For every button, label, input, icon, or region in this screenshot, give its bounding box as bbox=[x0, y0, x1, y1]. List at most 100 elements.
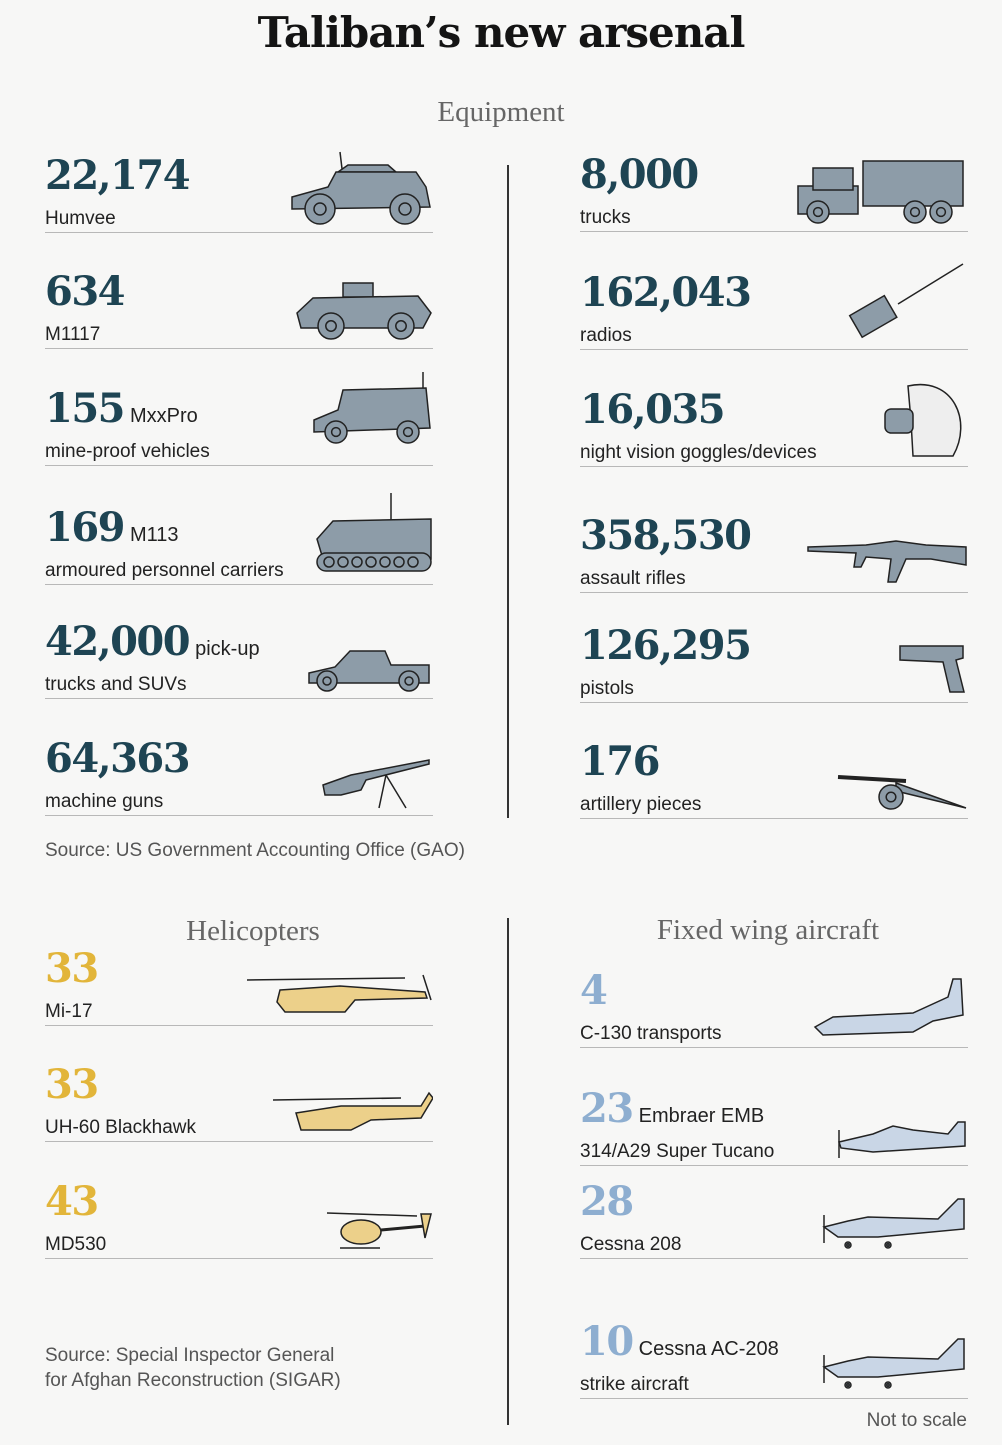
item-count: 4 bbox=[580, 968, 608, 1014]
mi17-helicopter-icon bbox=[245, 970, 433, 1025]
item-rule bbox=[580, 817, 968, 819]
sigar-source-line1: Source: Special Inspector General bbox=[45, 1345, 335, 1366]
page-title: Taliban’s new arsenal bbox=[257, 8, 746, 57]
item-rule bbox=[580, 1397, 968, 1399]
item-rule bbox=[45, 464, 433, 466]
item-count: 8,000 bbox=[580, 151, 699, 198]
list-item: 155 MxxPro mine-proof vehicles bbox=[45, 372, 433, 466]
item-count: 634 bbox=[45, 269, 126, 315]
list-item: 42,000 pick-up trucks and SUVs bbox=[45, 619, 433, 699]
list-item: 16,035 night vision goggles/devices bbox=[580, 383, 968, 467]
count-value: 43 bbox=[45, 1178, 99, 1225]
list-item: 634 M1117 bbox=[45, 269, 433, 349]
count-value: 28 bbox=[580, 1178, 634, 1225]
item-label: strike aircraft bbox=[580, 1374, 689, 1395]
pistol-icon bbox=[898, 642, 968, 702]
list-item: 64,363 machine guns bbox=[45, 736, 433, 816]
item-count: 43 bbox=[45, 1178, 99, 1225]
list-item: 43 MD530 bbox=[45, 1179, 433, 1259]
item-count: 28 bbox=[580, 1178, 634, 1225]
equipment-heading: Equipment bbox=[437, 96, 565, 128]
item-rule bbox=[45, 583, 433, 585]
item-count: 33 bbox=[45, 945, 99, 992]
list-item: 176 artillery pieces bbox=[580, 739, 968, 819]
count-value: 10 bbox=[580, 1318, 634, 1365]
list-item: 33 Mi-17 bbox=[45, 946, 433, 1026]
item-count: 33 bbox=[45, 1062, 99, 1108]
assault-rifle-icon bbox=[806, 537, 968, 592]
list-item: 10 Cessna AC-208 strike aircraft bbox=[580, 1319, 968, 1399]
count-value: 23 bbox=[580, 1085, 634, 1132]
count-value: 42,000 bbox=[45, 618, 191, 665]
item-label: Mi-17 bbox=[45, 1001, 93, 1022]
count-suffix: pick-up bbox=[195, 638, 260, 660]
item-label: 314/A29 Super Tucano bbox=[580, 1141, 775, 1162]
list-item: 4 C-130 transports bbox=[580, 968, 968, 1048]
armoured-car-icon bbox=[293, 278, 433, 348]
count-value: 176 bbox=[580, 738, 661, 785]
item-rule bbox=[580, 1257, 968, 1259]
list-item: 169 M113 armoured personnel carriers bbox=[45, 493, 433, 585]
item-rule bbox=[580, 591, 968, 593]
item-rule bbox=[580, 230, 968, 232]
item-rule bbox=[580, 465, 968, 467]
list-item: 33 UH-60 Blackhawk bbox=[45, 1062, 434, 1142]
count-value: 126,295 bbox=[580, 622, 752, 669]
sigar-source-line2: for Afghan Reconstruction (SIGAR) bbox=[45, 1370, 341, 1391]
count-suffix: M113 bbox=[130, 524, 179, 546]
item-count: 155 MxxPro bbox=[45, 386, 198, 439]
item-count: 176 bbox=[580, 738, 661, 785]
count-value: 169 bbox=[45, 504, 126, 551]
item-rule bbox=[45, 1024, 433, 1026]
humvee-icon bbox=[288, 147, 433, 232]
item-rule bbox=[580, 1046, 968, 1048]
item-count: 23 Embraer EMB bbox=[580, 1086, 764, 1139]
item-count: 10 Cessna AC-208 bbox=[580, 1319, 779, 1372]
mrap-icon bbox=[308, 370, 433, 465]
item-rule bbox=[45, 1257, 433, 1259]
c130-plane-icon bbox=[813, 977, 968, 1047]
item-count: 22,174 bbox=[45, 153, 191, 199]
item-rule bbox=[45, 814, 433, 816]
item-count: 169 M113 bbox=[45, 505, 179, 558]
item-rule bbox=[45, 1140, 433, 1142]
cessna-strike-plane-icon bbox=[818, 1335, 968, 1398]
item-label: mine-proof vehicles bbox=[45, 441, 210, 462]
count-value: 33 bbox=[45, 945, 99, 992]
item-label: pistols bbox=[580, 678, 634, 699]
list-item: 22,174 Humvee bbox=[45, 151, 433, 233]
list-item: 23 Embraer EMB 314/A29 Super Tucano bbox=[580, 1086, 968, 1166]
item-rule bbox=[580, 1164, 968, 1166]
item-label: armoured personnel carriers bbox=[45, 560, 284, 581]
item-label: C-130 transports bbox=[580, 1023, 722, 1044]
item-rule bbox=[580, 701, 968, 703]
cessna-plane-icon bbox=[818, 1195, 968, 1258]
item-rule bbox=[45, 697, 433, 699]
helicopters-heading: Helicopters bbox=[186, 915, 320, 947]
fixed-wing-heading: Fixed wing aircraft bbox=[656, 914, 880, 946]
night-vision-goggles-icon bbox=[883, 381, 968, 466]
item-label: M1117 bbox=[45, 324, 101, 345]
item-count: 358,530 bbox=[580, 513, 752, 559]
blackhawk-helicopter-icon bbox=[271, 1088, 434, 1141]
item-label: Humvee bbox=[45, 208, 116, 229]
item-label: radios bbox=[580, 325, 632, 346]
equipment-source: Source: US Government Accounting Office … bbox=[45, 840, 465, 861]
count-value: 8,000 bbox=[580, 151, 699, 198]
machine-gun-icon bbox=[321, 750, 433, 815]
pickup-truck-icon bbox=[305, 643, 433, 698]
item-rule bbox=[45, 347, 433, 349]
item-count: 16,035 bbox=[580, 387, 726, 433]
count-suffix: Embraer EMB bbox=[638, 1105, 765, 1127]
item-label: artillery pieces bbox=[580, 794, 702, 815]
not-to-scale-note: Not to scale bbox=[866, 1410, 967, 1431]
count-suffix: MxxPro bbox=[130, 405, 198, 427]
super-tucano-plane-icon bbox=[833, 1120, 968, 1165]
list-item: 126,295 pistols bbox=[580, 623, 968, 703]
truck-icon bbox=[793, 146, 968, 231]
list-item: 28 Cessna 208 bbox=[580, 1179, 968, 1259]
item-count: 126,295 bbox=[580, 622, 752, 669]
count-value: 162,043 bbox=[580, 269, 752, 316]
item-label: Cessna 208 bbox=[580, 1234, 682, 1255]
item-count: 162,043 bbox=[580, 269, 752, 316]
